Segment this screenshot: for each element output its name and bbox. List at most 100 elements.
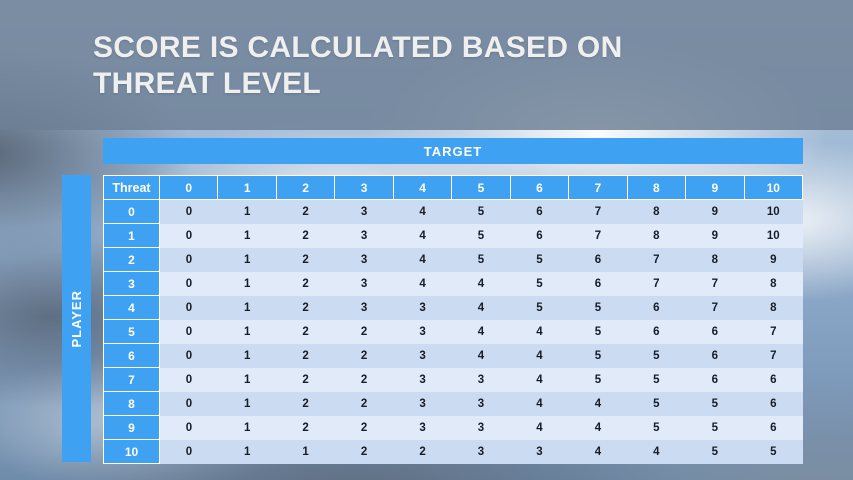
score-cell: 2	[276, 223, 335, 248]
score-cell: 1	[217, 415, 277, 440]
column-header-cell: 6	[509, 175, 570, 200]
score-cell: 8	[627, 223, 686, 248]
page-title-line1: SCORE IS CALCULATED BASED ON	[93, 31, 623, 64]
score-cell: 3	[393, 415, 452, 440]
corner-header-cell: Threat	[103, 175, 160, 200]
column-header-cell: 9	[685, 175, 745, 200]
score-cell: 7	[685, 295, 745, 320]
score-cell: 3	[451, 415, 511, 440]
score-cell: 4	[393, 199, 452, 224]
score-cell: 6	[510, 199, 569, 224]
score-cell: 4	[568, 391, 628, 416]
row-label-cell: 1	[103, 223, 160, 248]
score-cell: 6	[685, 343, 745, 368]
score-cell: 4	[510, 415, 569, 440]
score-cell: 2	[276, 391, 335, 416]
score-cell: 0	[159, 343, 218, 368]
score-cell: 2	[276, 271, 335, 296]
row-label-cell: 0	[103, 199, 160, 224]
score-cell: 2	[334, 367, 394, 392]
score-cell: 0	[159, 295, 218, 320]
score-cell: 6	[744, 415, 803, 440]
score-table-body: 0 0 1 2 3 4 5 6 7 8 9 10 1 0 1 2 3 4 5 6 7 8 9 10 2 0 1 2 3 4 5 5 6 7 8 9 3 0…	[103, 199, 803, 464]
score-cell: 0	[159, 415, 218, 440]
score-cell: 6	[510, 223, 569, 248]
column-header-cell: 3	[334, 175, 394, 200]
score-cell: 9	[744, 247, 803, 272]
score-cell: 4	[510, 391, 569, 416]
row-label-cell: 2	[103, 247, 160, 272]
table-row: 0 0 1 2 3 4 5 6 7 8 9 10	[103, 199, 803, 224]
score-cell: 5	[451, 223, 511, 248]
score-cell: 1	[217, 223, 277, 248]
score-cell: 1	[217, 391, 277, 416]
score-cell: 3	[393, 367, 452, 392]
score-cell: 3	[510, 439, 569, 464]
score-cell: 4	[393, 271, 452, 296]
score-cell: 3	[393, 295, 452, 320]
score-cell: 5	[685, 415, 745, 440]
score-cell: 5	[685, 391, 745, 416]
score-cell: 4	[510, 319, 569, 344]
score-cell: 4	[510, 343, 569, 368]
score-cell: 0	[159, 391, 218, 416]
score-cell: 6	[685, 319, 745, 344]
table-header-row: Threat 0 1 2 3 4 5 6 7 8 9 10	[103, 175, 804, 200]
score-cell: 8	[744, 295, 803, 320]
score-cell: 1	[217, 199, 277, 224]
column-header-cell: 7	[568, 175, 628, 200]
row-label-cell: 6	[103, 343, 160, 368]
score-cell: 7	[744, 343, 803, 368]
score-cell: 1	[217, 319, 277, 344]
column-header-cell: 0	[158, 175, 219, 200]
score-cell: 5	[627, 343, 686, 368]
score-cell: 5	[685, 439, 745, 464]
score-cell: 4	[451, 295, 511, 320]
score-cell: 5	[744, 439, 803, 464]
column-header-cell: 2	[275, 175, 336, 200]
score-cell: 2	[334, 319, 394, 344]
score-cell: 6	[744, 367, 803, 392]
score-cell: 4	[451, 319, 511, 344]
table-row: 1 0 1 2 3 4 5 6 7 8 9 10	[103, 223, 803, 248]
score-cell: 2	[334, 391, 394, 416]
score-cell: 3	[393, 343, 452, 368]
score-cell: 4	[451, 271, 511, 296]
score-cell: 4	[393, 247, 452, 272]
score-cell: 2	[276, 343, 335, 368]
score-cell: 2	[276, 415, 335, 440]
score-cell: 3	[334, 271, 394, 296]
score-cell: 2	[334, 415, 394, 440]
score-cell: 5	[627, 367, 686, 392]
score-cell: 6	[744, 391, 803, 416]
column-header-cell: 5	[451, 175, 511, 200]
score-table-head: Threat 0 1 2 3 4 5 6 7 8 9 10	[103, 175, 804, 200]
score-cell: 3	[393, 319, 452, 344]
score-cell: 5	[568, 367, 628, 392]
score-cell: 7	[568, 199, 628, 224]
score-cell: 5	[510, 271, 569, 296]
score-cell: 1	[217, 247, 277, 272]
target-axis-header: TARGET	[103, 138, 803, 164]
score-cell: 0	[159, 223, 218, 248]
score-table: Threat 0 1 2 3 4 5 6 7 8 9 10 0 0 1 2 3 4 5 6 7 8 9 10 1 0 1 2 3 4 5 6…	[103, 175, 804, 464]
score-cell: 2	[334, 343, 394, 368]
score-cell: 3	[451, 391, 511, 416]
score-cell: 1	[217, 367, 277, 392]
score-cell: 3	[334, 247, 394, 272]
score-cell: 8	[627, 199, 686, 224]
score-cell: 1	[217, 271, 277, 296]
table-row: 10 0 1 1 2 2 3 3 4 4 5 5	[103, 439, 803, 464]
score-cell: 2	[276, 319, 335, 344]
score-cell: 5	[451, 247, 511, 272]
score-cell: 6	[568, 247, 628, 272]
score-cell: 6	[627, 295, 686, 320]
score-cell: 0	[159, 439, 218, 464]
score-cell: 4	[568, 439, 628, 464]
